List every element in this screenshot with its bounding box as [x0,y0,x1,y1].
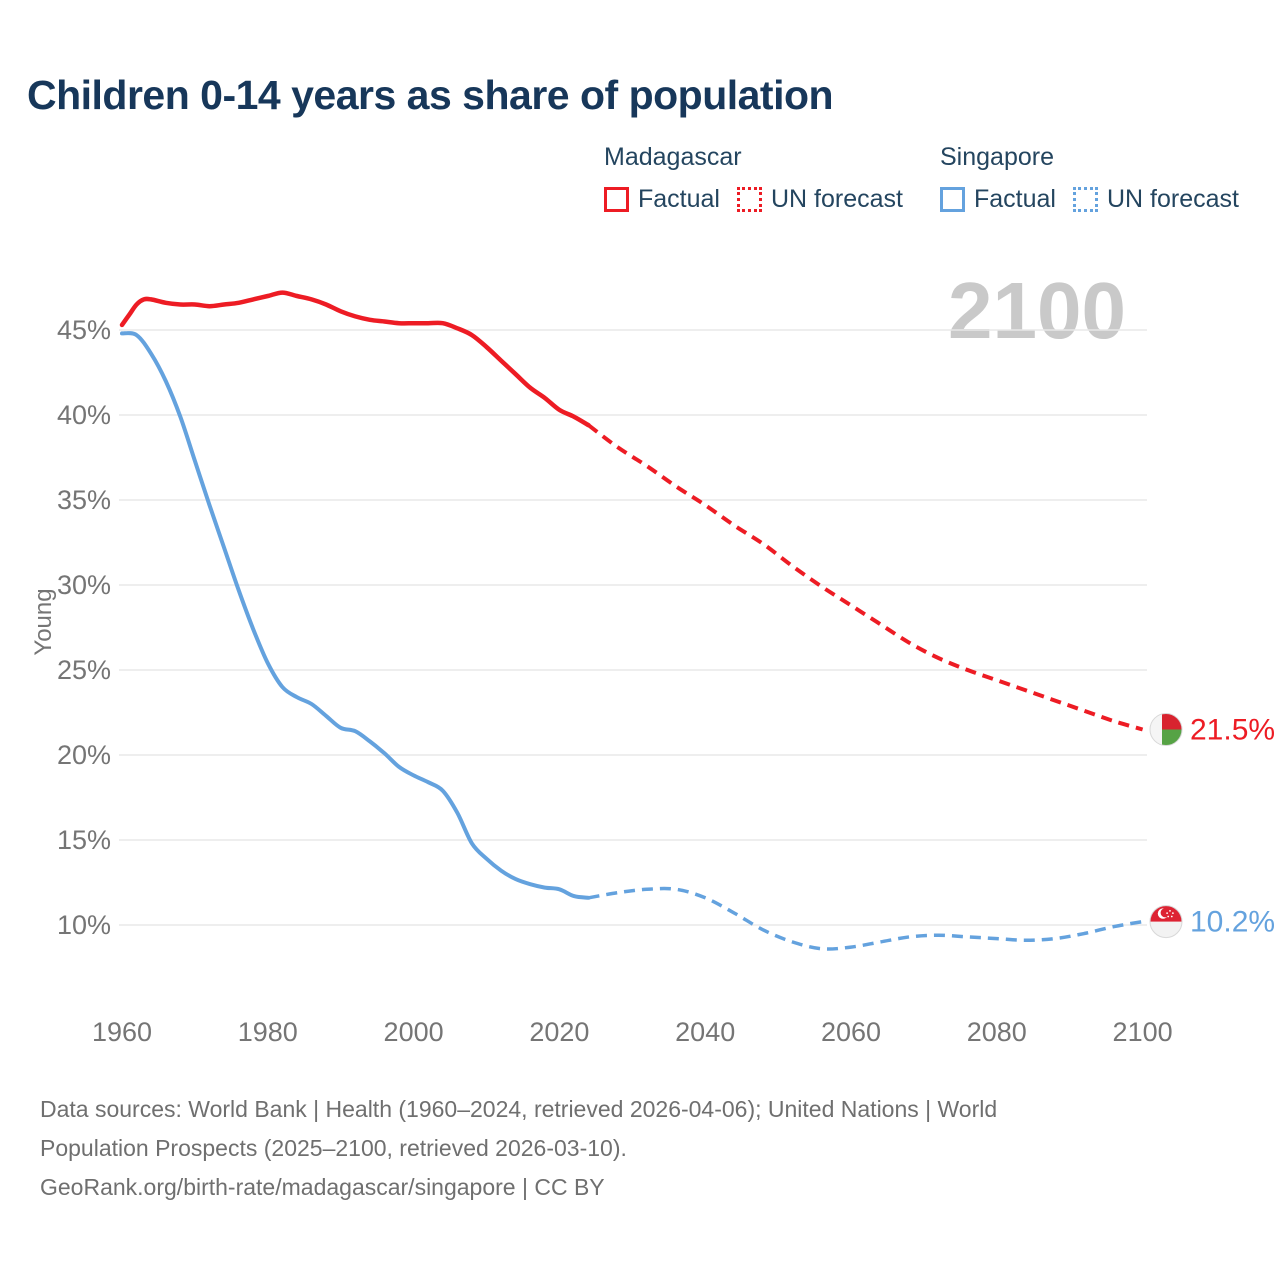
page-title: Children 0-14 years as share of populati… [27,72,834,118]
singapore-factual-line [120,331,591,900]
legend-group-name-singapore: Singapore [940,143,1054,171]
madagascar-factual-label: Factual [638,185,720,213]
y-axis-tick-label: 35% [57,485,111,515]
legend-group-madagascar: Madagascar Factual UN forecast [604,143,903,214]
madagascar-forecast-swatch-icon [736,187,762,212]
y-axis-tick-label: 10% [57,910,111,940]
singapore-forecast-swatch-icon [1072,187,1098,212]
madagascar-forecast-label: UN forecast [770,185,903,213]
y-axis-title: Young [30,588,57,656]
footer-line: Population Prospects (2025–2100, retriev… [40,1135,627,1161]
madagascar-flag-ring [1149,713,1183,746]
madagascar-end-value-label: 21.5% [1190,714,1275,747]
x-axis-tick-label: 2100 [1113,1017,1173,1047]
x-axis-tick-label: 1980 [238,1017,298,1047]
legend-group-name-madagascar: Madagascar [604,143,742,171]
x-axis-tick-label: 1960 [92,1017,152,1047]
singapore-factual-label: Factual [974,185,1056,213]
x-axis-tick-label: 2060 [821,1017,881,1047]
madagascar-forecast-line [587,423,1144,732]
singapore-flag-icon [1150,905,1182,938]
y-axis-tick-label: 15% [57,825,111,855]
y-axis-tick-label: 20% [57,740,111,770]
singapore-flag-ring [1149,905,1183,939]
singapore-forecast-label: UN forecast [1106,185,1239,213]
singapore-forecast-line [588,886,1143,951]
x-axis-tick-label: 2080 [967,1017,1027,1047]
legend-group-singapore: Singapore Factual UN forecast [940,143,1239,214]
y-axis-tick-label: 45% [57,315,111,345]
madagascar-factual-swatch-icon [604,187,629,212]
y-axis-tick-label: 25% [57,655,111,685]
x-axis-tick-label: 2040 [675,1017,735,1047]
singapore-factual-swatch-icon [940,187,965,212]
data-sources-footer: Data sources: World Bank | Health (1960–… [40,1090,997,1207]
watermark-year: 2100 [948,266,1126,355]
x-axis-tick-label: 2000 [384,1017,444,1047]
footer-line: Data sources: World Bank | Health (1960–… [40,1096,998,1122]
singapore-end-value-label: 10.2% [1190,906,1275,939]
madagascar-factual-line [119,290,591,428]
footer-line: GeoRank.org/birth-rate/madagascar/singap… [40,1174,605,1200]
x-axis-tick-label: 2020 [529,1017,589,1047]
y-axis-tick-label: 40% [57,400,111,430]
y-axis-tick-label: 30% [57,570,111,600]
